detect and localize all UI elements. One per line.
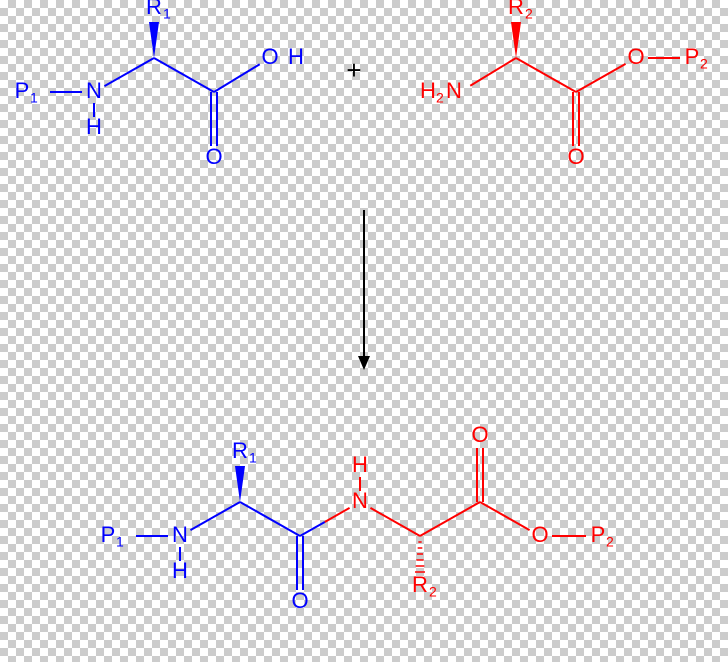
o-label: O xyxy=(261,44,278,69)
bond xyxy=(576,64,626,92)
bond xyxy=(240,502,300,536)
n-label: N xyxy=(446,78,462,103)
bond xyxy=(325,508,350,522)
wedge-bond xyxy=(235,466,245,502)
bond xyxy=(370,508,420,536)
p2-label: P xyxy=(685,44,700,69)
r2-label: R xyxy=(508,0,524,19)
subscript: 2 xyxy=(700,56,708,72)
p1-label: P xyxy=(101,522,116,547)
n-label: N xyxy=(352,488,368,513)
subscript: 1 xyxy=(249,450,257,466)
plus-sign: + xyxy=(346,55,361,85)
bond xyxy=(480,502,530,530)
p2-label: P xyxy=(591,522,606,547)
bond xyxy=(300,522,325,536)
subscript: 2 xyxy=(525,6,533,22)
o-dbl-label: O xyxy=(567,144,584,169)
o-dbl-label: O xyxy=(291,588,308,613)
n-label: N xyxy=(172,522,188,547)
subscript: 1 xyxy=(116,534,124,550)
bond xyxy=(104,58,154,86)
subscript: 2 xyxy=(429,584,437,600)
n-label: N xyxy=(86,78,102,103)
bond xyxy=(214,64,260,92)
h-label: H xyxy=(352,452,368,477)
subscript: 2 xyxy=(436,90,444,106)
bond xyxy=(470,58,516,86)
wedge-bond xyxy=(149,22,159,58)
r1-label: R xyxy=(146,0,162,19)
r2-label: R xyxy=(412,572,428,597)
h2-label: H xyxy=(420,78,436,103)
wedge-bond xyxy=(511,22,521,58)
bond xyxy=(420,502,480,536)
bond xyxy=(190,502,240,530)
subscript: 1 xyxy=(163,6,171,22)
reaction-diagram: P1NHR1OOH+H2NR2OOP2P1NHR1ONHR2OOP2 xyxy=(0,0,728,662)
o-dbl-label: O xyxy=(205,144,222,169)
bond xyxy=(154,58,214,92)
bond xyxy=(516,58,576,92)
r1-label: R xyxy=(232,438,248,463)
subscript: 1 xyxy=(30,90,38,106)
oh-label: H xyxy=(288,44,304,69)
o-label: O xyxy=(531,522,548,547)
o-label: O xyxy=(627,44,644,69)
p1-label: P xyxy=(15,78,30,103)
arrow-head xyxy=(358,356,370,370)
h-label: H xyxy=(86,114,102,139)
subscript: 2 xyxy=(606,534,614,550)
h-label: H xyxy=(172,558,188,583)
o-dbl-label: O xyxy=(471,422,488,447)
